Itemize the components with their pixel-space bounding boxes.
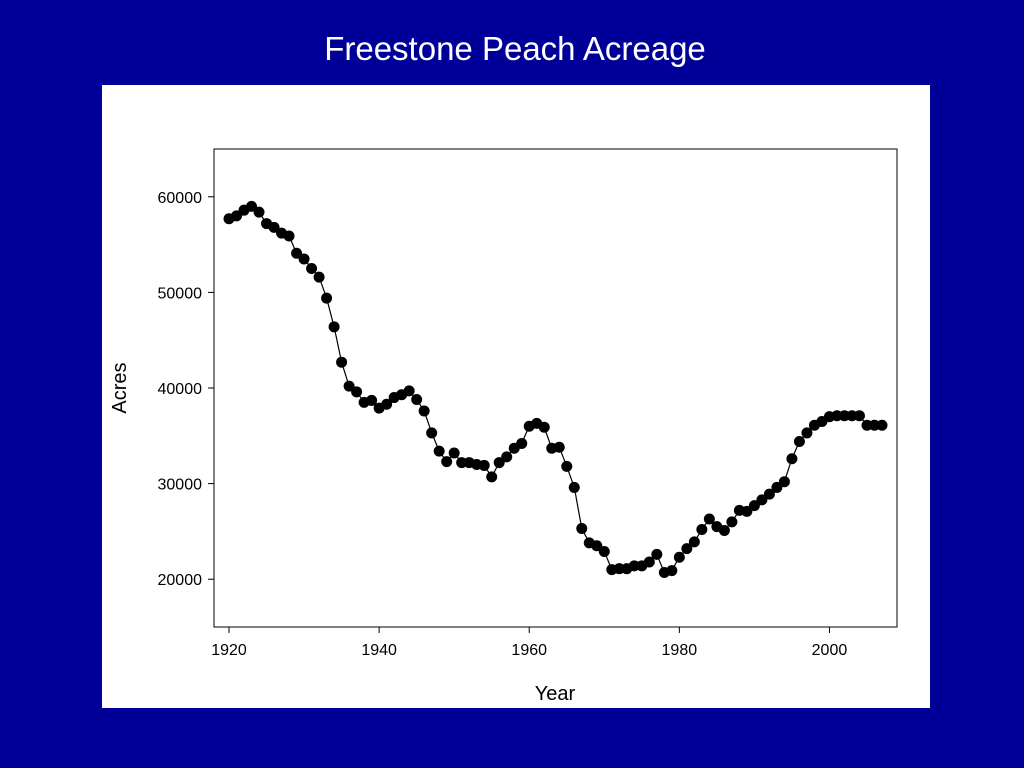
series-markers: [223, 200, 888, 579]
data-point: [538, 421, 550, 433]
data-point: [403, 385, 415, 397]
data-point: [876, 419, 888, 431]
data-point: [306, 263, 318, 274]
data-point: [756, 494, 768, 506]
data-point: [673, 551, 685, 563]
data-point: [351, 386, 363, 398]
data-point: [501, 451, 513, 463]
y-tick-label: 30000: [158, 477, 203, 494]
x-tick-label: 1920: [211, 642, 247, 659]
data-point: [336, 356, 348, 368]
data-point: [298, 253, 310, 265]
data-point: [231, 210, 243, 222]
data-point: [568, 481, 580, 493]
data-point: [801, 427, 813, 439]
data-point: [793, 436, 805, 448]
series-line: [228, 205, 882, 574]
data-point: [283, 230, 295, 242]
data-point: [448, 447, 460, 459]
x-tick-label: 2000: [812, 642, 848, 659]
data-point: [576, 523, 588, 535]
data-point: [493, 457, 505, 469]
data-point: [718, 524, 730, 536]
data-point: [741, 505, 753, 517]
data-point: [246, 200, 258, 212]
data-point: [771, 481, 783, 493]
data-point: [478, 459, 490, 471]
y-axis: 20000 30000 40000 50000 60000: [158, 190, 214, 589]
data-point: [343, 380, 355, 392]
data-point: [786, 453, 798, 465]
data-point: [411, 393, 423, 405]
data-point: [486, 471, 498, 483]
data-point: [696, 523, 708, 535]
data-point: [688, 536, 700, 548]
data-point: [268, 221, 280, 233]
data-point: [553, 441, 565, 453]
y-tick-label: 20000: [158, 572, 203, 589]
data-point: [328, 321, 340, 333]
y-tick-label: 40000: [158, 381, 203, 398]
data-point: [778, 476, 790, 488]
data-point: [598, 545, 610, 557]
data-point: [516, 437, 528, 449]
data-point: [441, 456, 453, 468]
data-point: [666, 565, 678, 577]
data-point: [763, 488, 775, 500]
data-point: [591, 540, 603, 552]
data-point: [726, 516, 738, 528]
y-tick-label: 50000: [158, 285, 203, 302]
data-point: [366, 394, 378, 406]
data-point: [681, 543, 693, 555]
slide-title: Freestone Peach Acreage: [324, 30, 706, 67]
y-tick-label: 60000: [158, 190, 203, 207]
data-point: [433, 445, 445, 457]
data-point: [426, 427, 438, 439]
y-axis-label: Acres: [109, 362, 131, 413]
data-point: [748, 500, 760, 512]
data-point: [561, 460, 573, 472]
data-point: [313, 271, 325, 283]
data-point: [703, 513, 715, 525]
plot-frame: [213, 148, 898, 628]
data-point: [643, 556, 655, 568]
data-point: [253, 206, 265, 218]
data-point: [381, 398, 393, 410]
x-tick-label: 1940: [361, 642, 397, 659]
data-point: [321, 292, 333, 304]
plot-panel: 1920 1940 1960 1980 2000 20000 30000 40000 5000…: [102, 85, 930, 708]
data-point: [291, 247, 303, 259]
x-tick-label: 1980: [662, 642, 698, 659]
data-point: [651, 548, 663, 560]
x-axis: 1920 1940 1960 1980 2000: [211, 627, 847, 659]
line-chart: 1920 1940 1960 1980 2000 20000 30000 40000 5000…: [109, 148, 898, 705]
data-point: [853, 410, 865, 422]
x-tick-label: 1960: [511, 642, 547, 659]
data-point: [418, 405, 430, 417]
x-axis-label: Year: [535, 683, 576, 705]
